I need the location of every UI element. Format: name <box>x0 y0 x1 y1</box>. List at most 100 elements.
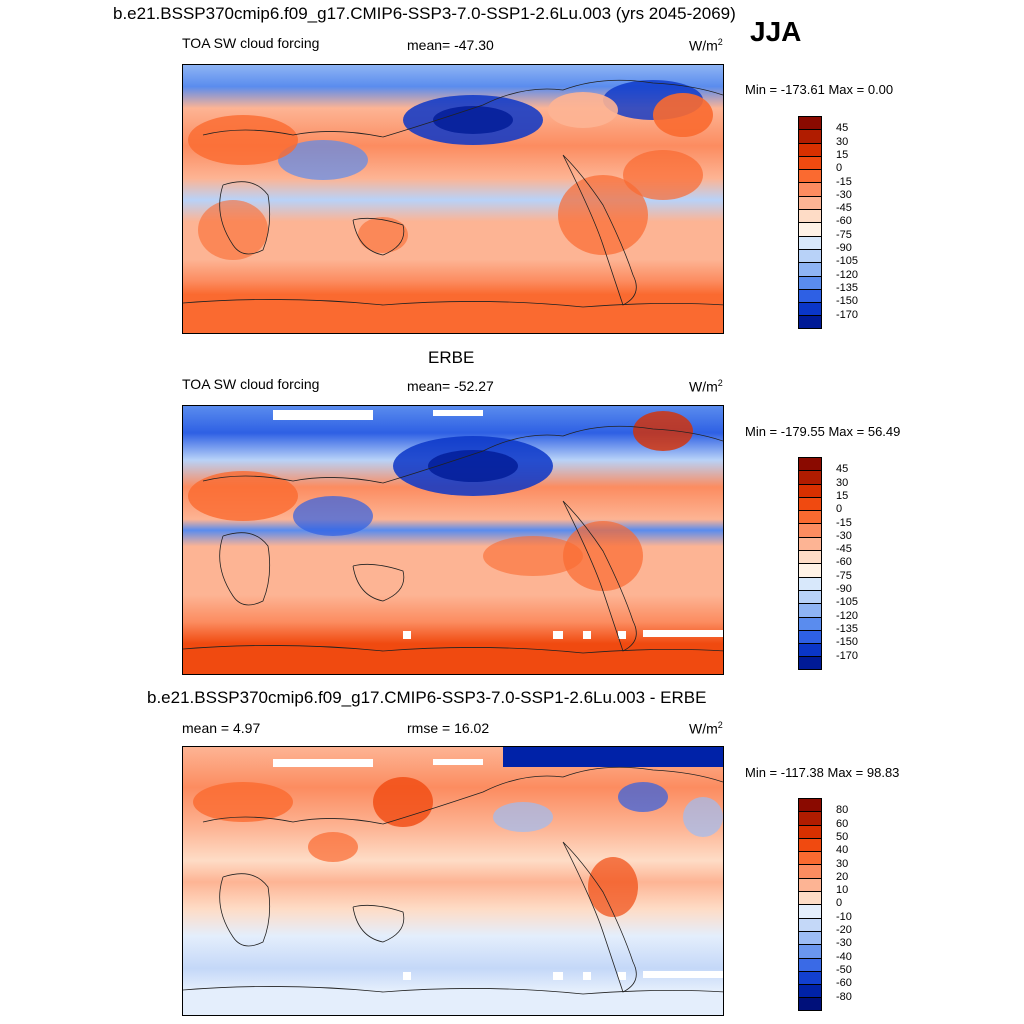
colorbar-tick-label: -75 <box>836 228 852 241</box>
colorbar-tick-label: -60 <box>836 556 852 569</box>
colorbar-tick-label: 60 <box>836 817 849 830</box>
panel3-map <box>182 746 724 1016</box>
colorbar-tick-label: 30 <box>836 135 849 148</box>
panel2-variable-label: TOA SW cloud forcing <box>182 376 320 392</box>
colorbar-swatch <box>798 248 822 263</box>
panel1-mean-label: mean= -47.30 <box>407 37 494 53</box>
colorbar-swatch <box>798 997 822 1011</box>
panel1-map <box>182 64 724 334</box>
colorbar-tick-label: 80 <box>836 804 849 817</box>
colorbar-swatch <box>798 629 822 644</box>
colorbar-swatch <box>798 116 822 130</box>
colorbar-tick-label: -40 <box>836 950 852 963</box>
panel2-units: W/m2 <box>689 378 723 395</box>
panel2-minmax: Min = -179.55 Max = 56.49 <box>745 424 901 439</box>
colorbar-tick-label: -90 <box>836 583 852 595</box>
colorbar-tick-label: -105 <box>836 255 859 268</box>
panel3-colorbar <box>798 798 822 1011</box>
colorbar-tick-label: 15 <box>836 148 849 161</box>
panel3-units: W/m2 <box>689 720 723 737</box>
panel2-mean-label: mean= -52.27 <box>407 378 494 394</box>
colorbar-tick-label: -105 <box>836 596 859 609</box>
colorbar-swatch <box>798 851 822 865</box>
colorbar-swatch <box>798 970 822 985</box>
colorbar-tick-label: -15 <box>836 175 852 188</box>
case-title: b.e21.BSSP370cmip6.f09_g17.CMIP6-SSP3-7.… <box>113 4 736 23</box>
colorbar-tick-label: -60 <box>836 977 852 990</box>
colorbar-swatch <box>798 536 822 551</box>
colorbar-swatch <box>798 288 822 303</box>
colorbar-swatch <box>798 302 822 316</box>
colorbar-swatch <box>798 169 822 183</box>
colorbar-swatch <box>798 957 822 971</box>
colorbar-swatch <box>798 589 822 604</box>
colorbar-swatch <box>798 904 822 918</box>
colorbar-tick-label: 45 <box>836 122 849 135</box>
colorbar-swatch <box>798 837 822 852</box>
panel3-mean-label: mean = 4.97 <box>182 720 261 736</box>
colorbar-swatch <box>798 275 822 289</box>
colorbar-tick-label: -80 <box>836 990 852 1003</box>
colorbar-swatch <box>798 864 822 878</box>
colorbar-tick-label: -50 <box>836 963 852 976</box>
colorbar-swatch <box>798 576 822 590</box>
colorbar-swatch <box>798 209 822 223</box>
colorbar-swatch <box>798 129 822 143</box>
colorbar-tick-label: -135 <box>836 622 859 635</box>
colorbar-tick-label: -60 <box>836 215 852 228</box>
colorbar-swatch <box>798 142 822 156</box>
colorbar-swatch <box>798 510 822 524</box>
colorbar-tick-label: -75 <box>836 569 852 582</box>
panel2-map-svg <box>183 406 723 674</box>
colorbar-swatch <box>798 195 822 210</box>
colorbar-tick-label: 45 <box>836 463 849 476</box>
colorbar-swatch <box>798 496 822 511</box>
colorbar-tick-label: 0 <box>836 503 843 516</box>
colorbar-tick-label: 40 <box>836 844 849 857</box>
colorbar-swatch <box>798 262 822 276</box>
colorbar-swatch <box>798 877 822 892</box>
panel2-title: ERBE <box>428 348 475 367</box>
colorbar-swatch <box>798 917 822 931</box>
colorbar-swatch <box>798 235 822 249</box>
colorbar-tick-label: -45 <box>836 543 852 556</box>
panel3-title: b.e21.BSSP370cmip6.f09_g17.CMIP6-SSP3-7.… <box>147 688 707 707</box>
colorbar-tick-label: -15 <box>836 516 852 529</box>
colorbar-tick-label: -150 <box>836 636 859 649</box>
colorbar-tick-label: -120 <box>836 609 859 622</box>
colorbar-tick-label: -150 <box>836 295 859 308</box>
panel3-minmax: Min = -117.38 Max = 98.83 <box>745 765 900 780</box>
colorbar-swatch <box>798 315 822 329</box>
colorbar-tick-label: 15 <box>836 489 849 502</box>
colorbar-tick-label: 30 <box>836 476 849 489</box>
colorbar-swatch <box>798 891 822 905</box>
colorbar-swatch <box>798 523 822 537</box>
colorbar-swatch <box>798 182 822 196</box>
colorbar-swatch <box>798 550 822 564</box>
colorbar-swatch <box>798 824 822 838</box>
colorbar-tick-label: 0 <box>836 162 843 175</box>
colorbar-tick-label: -170 <box>836 649 859 662</box>
colorbar-swatch <box>798 155 822 170</box>
panel1-colorbar <box>798 116 822 329</box>
panel3-map-svg <box>183 747 723 1015</box>
colorbar-tick-label: 10 <box>836 884 849 897</box>
colorbar-swatch <box>798 811 822 825</box>
season-label: JJA <box>750 16 802 47</box>
colorbar-tick-label: 50 <box>836 830 849 843</box>
colorbar-swatch <box>798 930 822 945</box>
panel3-rmse-label: rmse = 16.02 <box>407 720 490 736</box>
colorbar-swatch <box>798 603 822 617</box>
panel1-minmax: Min = -173.61 Max = 0.00 <box>745 82 894 97</box>
colorbar-tick-label: -120 <box>836 268 859 281</box>
colorbar-swatch <box>798 798 822 812</box>
colorbar-tick-label: -30 <box>836 188 852 201</box>
panel1-units: W/m2 <box>689 37 723 54</box>
colorbar-tick-label: -170 <box>836 308 859 321</box>
colorbar-swatch <box>798 616 822 630</box>
colorbar-tick-label: -90 <box>836 242 852 254</box>
colorbar-tick-label: -135 <box>836 281 859 294</box>
colorbar-swatch <box>798 643 822 657</box>
colorbar-swatch <box>798 656 822 670</box>
colorbar-tick-label: 20 <box>836 870 849 883</box>
